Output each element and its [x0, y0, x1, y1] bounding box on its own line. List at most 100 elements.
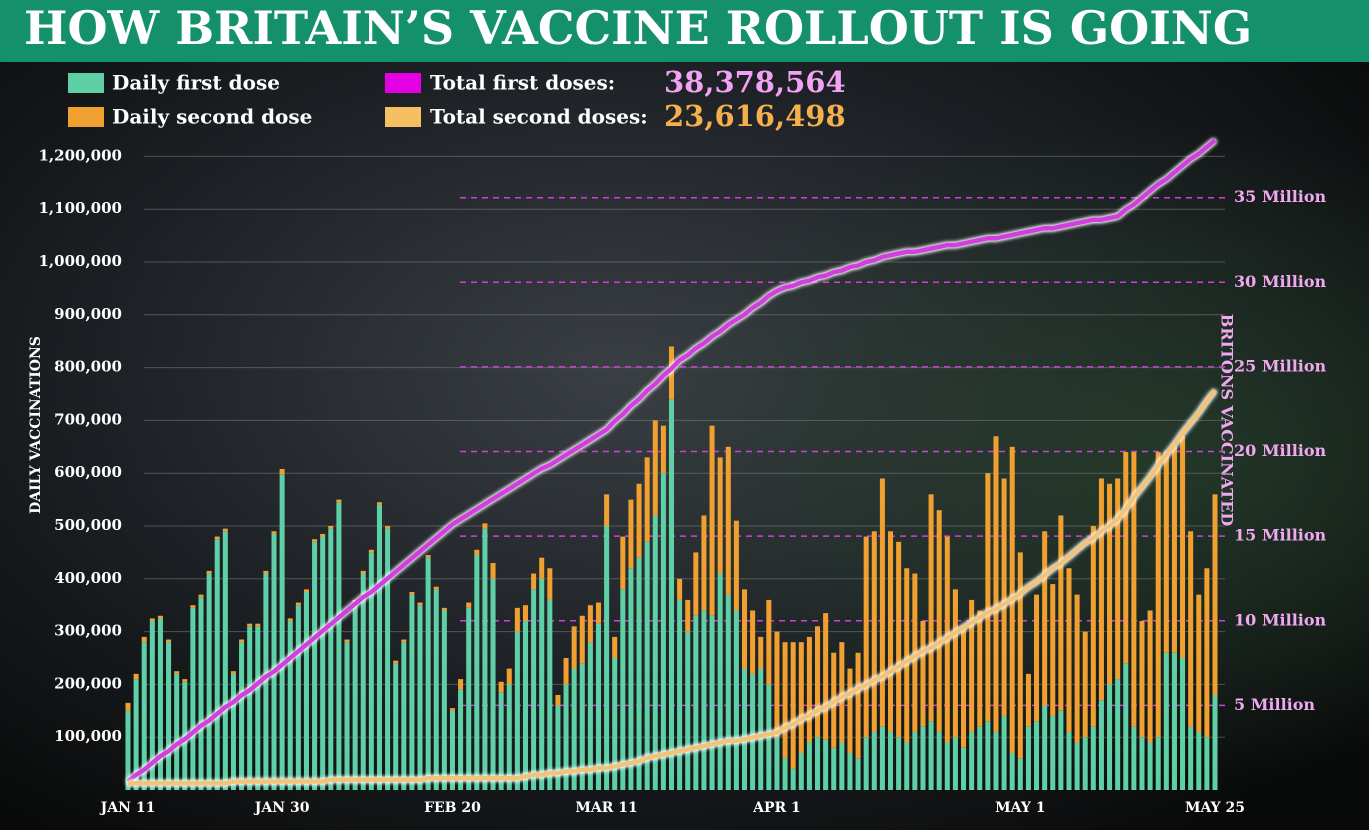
bar-segment	[385, 526, 391, 529]
bar-segment	[871, 731, 877, 790]
y-tick-label: 100,000	[54, 727, 122, 745]
bar-segment	[425, 557, 431, 790]
bar-segment	[798, 642, 804, 754]
bar-segment	[652, 420, 658, 516]
bar-segment	[1196, 731, 1202, 790]
bar-segment	[287, 621, 293, 790]
x-tick-label: JAN 30	[253, 800, 310, 816]
bar-segment	[839, 742, 845, 790]
bar-segment	[677, 578, 683, 600]
bar-segment	[912, 573, 918, 732]
bar-segment	[1107, 483, 1113, 685]
bar-segment	[969, 731, 975, 790]
bar-segment	[1050, 716, 1056, 790]
bar-segment	[815, 737, 821, 790]
bar-segment	[271, 533, 277, 790]
bar-segment	[758, 636, 764, 669]
bar-segment	[1171, 652, 1177, 790]
bar-segment	[214, 539, 220, 790]
bar-segment	[198, 597, 204, 790]
y-tick-label: 600,000	[54, 463, 122, 481]
bar-segment	[709, 615, 715, 790]
bar-segment	[701, 515, 707, 611]
bar-segment	[904, 742, 910, 790]
bar-segment	[896, 737, 902, 790]
line	[126, 138, 1217, 784]
y-axis-label: DAILY VACCINATIONS	[28, 336, 44, 514]
bar-segment	[985, 473, 991, 722]
bar-segment	[1131, 452, 1137, 727]
x-tick-label: FEB 20	[424, 800, 481, 816]
bar-segment	[579, 663, 585, 790]
bar-segment	[133, 679, 139, 790]
bar-segment	[482, 523, 488, 529]
bar-segment	[263, 573, 269, 790]
bar-segment	[936, 731, 942, 790]
y2-tick-label: 25 Million	[1234, 356, 1327, 375]
bar-segment	[896, 541, 902, 738]
bar-segment	[847, 753, 853, 790]
bar-segment	[1131, 726, 1137, 790]
bar-segment	[166, 642, 172, 790]
bar-segment	[376, 502, 382, 505]
legend-label: Daily second dose	[112, 105, 312, 129]
bar-segment	[952, 737, 958, 790]
y-tick-label: 1,000,000	[38, 252, 122, 270]
bar-segment	[263, 570, 269, 574]
y-tick-label: 400,000	[54, 569, 122, 587]
bar-segment	[149, 618, 155, 622]
bar-segment	[555, 694, 561, 706]
y2-tick-label: 5 Million	[1234, 695, 1315, 714]
bar-segment	[141, 636, 147, 643]
bar-segment	[733, 520, 739, 611]
legend-total: 23,616,498	[664, 99, 846, 133]
bar-segment	[928, 494, 934, 722]
bar-segment	[157, 618, 163, 790]
bar-segment	[522, 605, 528, 622]
bar-segment	[279, 468, 285, 475]
bar-segment	[555, 705, 561, 790]
bar-segment	[961, 626, 967, 748]
y2-tick-label: 10 Million	[1234, 610, 1327, 629]
bar-segment	[1058, 515, 1064, 711]
bar-segment	[628, 568, 634, 790]
bar-segment	[993, 436, 999, 732]
y2-tick-label: 15 Million	[1234, 526, 1327, 545]
bar-segment	[1017, 758, 1023, 790]
bar-segment	[1147, 610, 1153, 743]
bar-segment	[815, 626, 821, 738]
y-tick-label: 1,200,000	[38, 146, 122, 164]
bar-segment	[539, 557, 545, 579]
bar-segment	[620, 536, 626, 590]
bar-segment	[531, 589, 537, 790]
bar-segment	[636, 557, 642, 790]
bar-segment	[125, 710, 131, 790]
bar-segment	[1082, 737, 1088, 790]
bar-segment	[344, 642, 350, 790]
bar-segment	[563, 684, 569, 790]
bar-segment	[928, 721, 934, 790]
y-tick-label: 200,000	[54, 674, 122, 692]
bar-segment	[1188, 531, 1194, 727]
bar-segment	[855, 758, 861, 790]
bar-segment	[393, 660, 399, 664]
bar-segment	[125, 702, 131, 711]
bar-segment	[174, 671, 180, 674]
bar-segment	[376, 504, 382, 790]
bar-segment	[636, 483, 642, 558]
bar-segment	[993, 731, 999, 790]
bar-segment	[328, 526, 334, 529]
bar-segment	[1123, 452, 1129, 664]
bar-segment	[709, 425, 715, 616]
bar-segment	[490, 578, 496, 790]
bar-segment	[133, 673, 139, 680]
bar-segment	[595, 602, 602, 624]
bar-segment	[230, 671, 236, 674]
bar-segment	[458, 679, 464, 690]
bar-segment	[587, 605, 593, 643]
bar-segment	[790, 642, 796, 769]
bar-segment	[409, 594, 415, 790]
bar-segment	[1163, 452, 1169, 653]
bar-segment	[1188, 726, 1194, 790]
bar-segment	[182, 681, 188, 790]
